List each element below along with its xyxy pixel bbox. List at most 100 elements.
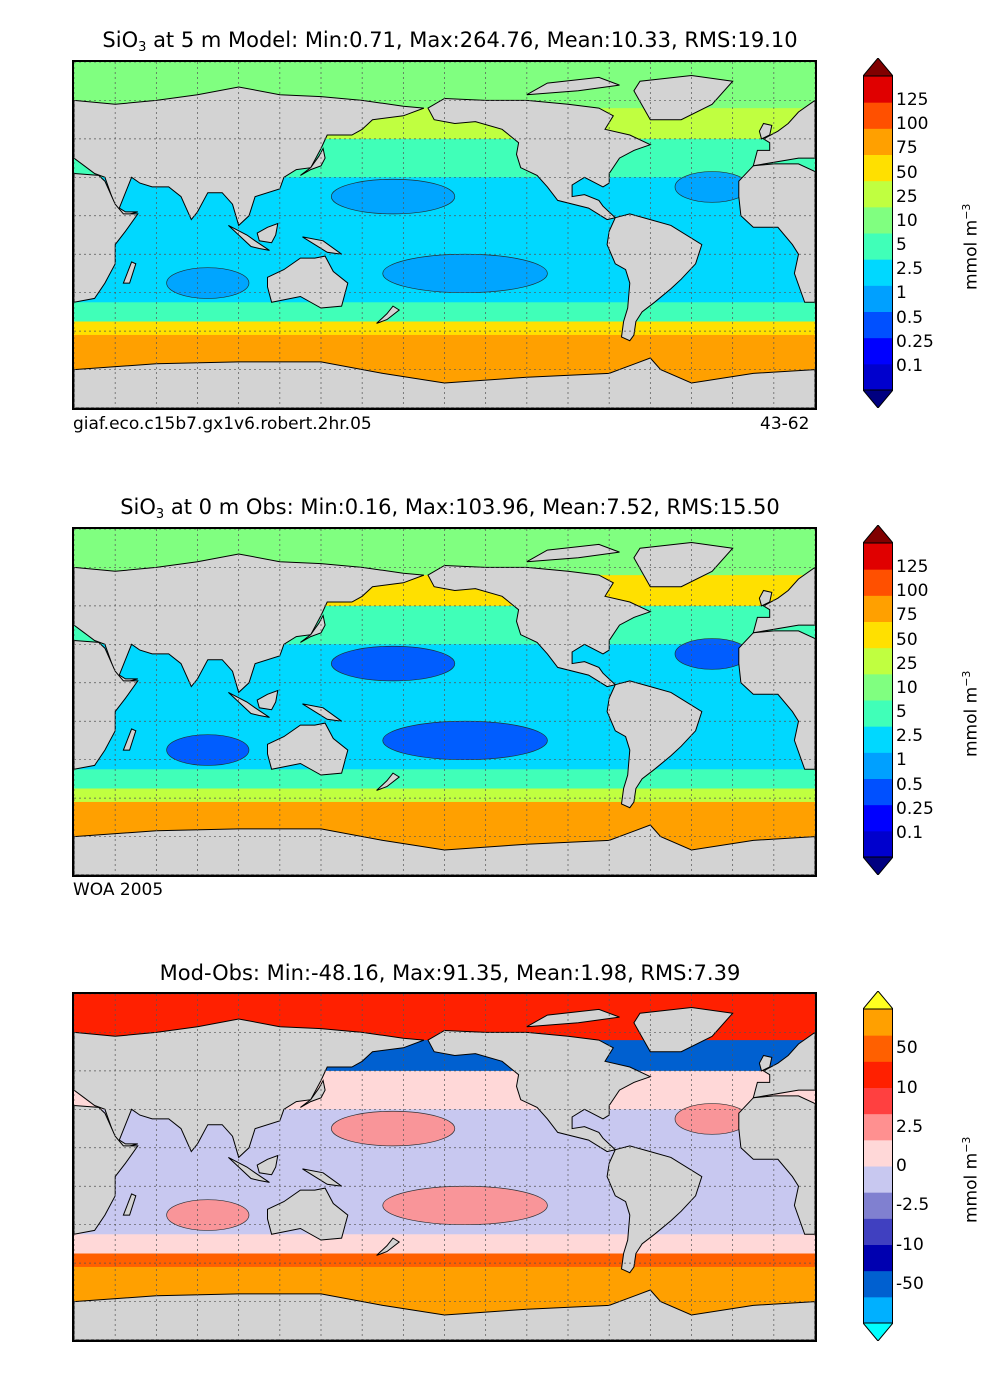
landmass xyxy=(427,97,652,221)
panel-title: SiO3 at 5 m Model: Min:0.71, Max:264.76,… xyxy=(102,28,798,55)
colorbar xyxy=(863,525,893,875)
colorbar-segment xyxy=(863,1296,893,1324)
landmass xyxy=(427,564,652,688)
colorbar-tick-label: 10 xyxy=(896,1077,918,1098)
colorbar-extend-top xyxy=(863,58,893,77)
panel-model: SiO3 at 5 m Model: Min:0.71, Max:264.76,… xyxy=(0,0,1006,460)
colorbar-segment xyxy=(863,285,893,312)
colorbar xyxy=(863,58,893,408)
landmass xyxy=(738,163,815,303)
colorbar-segment xyxy=(863,1113,893,1141)
landmass xyxy=(256,222,279,244)
landmass xyxy=(300,147,326,176)
colorbar-segment xyxy=(863,128,893,155)
colorbar-segment xyxy=(863,1244,893,1272)
colorbar-segment xyxy=(863,1192,893,1219)
landmass xyxy=(267,1187,349,1241)
landmass xyxy=(376,305,401,324)
colorbar-segment xyxy=(863,1009,893,1036)
colorbar-segment xyxy=(863,621,893,649)
colorbar-tick-label: 0.1 xyxy=(896,822,924,843)
colorbar-tick-label: 100 xyxy=(896,581,929,602)
ocean-gyre-core xyxy=(330,1110,456,1147)
colorbar-segment xyxy=(863,233,893,260)
run-id-label: giaf.eco.c15b7.gx1v6.robert.2hr.05 xyxy=(73,414,372,434)
colorbar xyxy=(863,991,893,1341)
colorbar-tick-label: 10 xyxy=(896,677,918,698)
colorbar-segment xyxy=(863,76,893,103)
colorbar-segment xyxy=(863,363,893,391)
colorbar-tick-label: 25 xyxy=(896,653,918,674)
colorbar-tick-label: 5 xyxy=(896,235,907,256)
landmass xyxy=(122,261,137,284)
map-model xyxy=(72,60,817,410)
landmass xyxy=(228,224,270,251)
landmass xyxy=(267,255,349,309)
ocean-gyre-core xyxy=(330,645,456,682)
colorbar-tick-label: -2.5 xyxy=(896,1195,930,1216)
landmass xyxy=(74,1104,139,1235)
colorbar-segment xyxy=(863,726,893,753)
colorbar-segment xyxy=(863,1166,893,1193)
colorbar-tick-label: 125 xyxy=(896,557,929,578)
map-obs xyxy=(72,527,817,877)
map-diff xyxy=(72,992,817,1342)
colorbar-tick-label: 100 xyxy=(896,114,929,135)
colorbar-tick-label: 75 xyxy=(896,605,918,626)
colorbar-extend-top xyxy=(863,991,893,1010)
landmass xyxy=(752,566,815,634)
colorbar-tick-label: 2.5 xyxy=(896,1116,924,1137)
landmass xyxy=(526,1008,620,1028)
colorbar-tick-label: 5 xyxy=(896,702,907,723)
colorbar-tick-label: 2.5 xyxy=(896,726,924,747)
landmass xyxy=(256,689,279,711)
landmass xyxy=(606,680,703,809)
colorbar-tick-label: -50 xyxy=(896,1273,924,1294)
colorbar-tick-label: 75 xyxy=(896,138,918,159)
unit-label: mmol m−3 xyxy=(960,1136,982,1223)
colorbar-segment xyxy=(863,259,893,286)
ocean-gyre-core xyxy=(166,1199,250,1231)
landmass xyxy=(526,76,620,96)
colorbar-segment xyxy=(863,1061,893,1088)
landmass xyxy=(606,1145,703,1274)
landmass xyxy=(738,1095,815,1235)
colorbar-tick-label: 50 xyxy=(896,1038,918,1059)
colorbar-segment xyxy=(863,1035,893,1062)
source-label: WOA 2005 xyxy=(73,880,164,900)
panel-title: Mod-Obs: Min:-48.16, Max:91.35, Mean:1.9… xyxy=(159,961,741,985)
ocean-gyre-core xyxy=(382,1185,548,1226)
panel-diff: Mod-Obs: Min:-48.16, Max:91.35, Mean:1.9… xyxy=(0,933,1006,1373)
ocean-gyre-core xyxy=(382,720,548,761)
colorbar-segment xyxy=(863,778,893,806)
landmass xyxy=(526,543,620,563)
landmass xyxy=(606,213,703,342)
colorbar-extend-bottom xyxy=(863,1322,893,1341)
landmass xyxy=(228,691,270,718)
landmass xyxy=(267,722,349,776)
colorbar-tick-label: 0.25 xyxy=(896,331,934,352)
colorbar-segment xyxy=(863,700,893,727)
colorbar-segment xyxy=(863,673,893,701)
panel-title: SiO3 at 0 m Obs: Min:0.16, Max:103.96, M… xyxy=(120,495,780,522)
colorbar-tick-label: 0.5 xyxy=(896,774,924,795)
landmass xyxy=(633,1006,734,1053)
landmass xyxy=(752,1031,815,1099)
ocean-gyre-core xyxy=(674,638,750,670)
colorbar-segment xyxy=(863,830,893,858)
colorbar-segment xyxy=(863,752,893,779)
ocean-gyre-core xyxy=(330,178,456,215)
colorbar-segment xyxy=(863,647,893,675)
colorbar-tick-label: 0 xyxy=(896,1156,907,1176)
landmass xyxy=(302,703,342,722)
landmass xyxy=(300,1079,326,1108)
landmass xyxy=(738,630,815,770)
landmass xyxy=(300,614,326,643)
colorbar-tick-label: 0.5 xyxy=(896,307,924,328)
landmass xyxy=(427,1029,652,1153)
colorbar-tick-label: 0.1 xyxy=(896,355,924,376)
colorbar-segment xyxy=(863,1139,893,1167)
colorbar-segment xyxy=(863,206,893,234)
colorbar-extend-bottom xyxy=(863,856,893,875)
ocean-gyre-core xyxy=(674,1103,750,1135)
